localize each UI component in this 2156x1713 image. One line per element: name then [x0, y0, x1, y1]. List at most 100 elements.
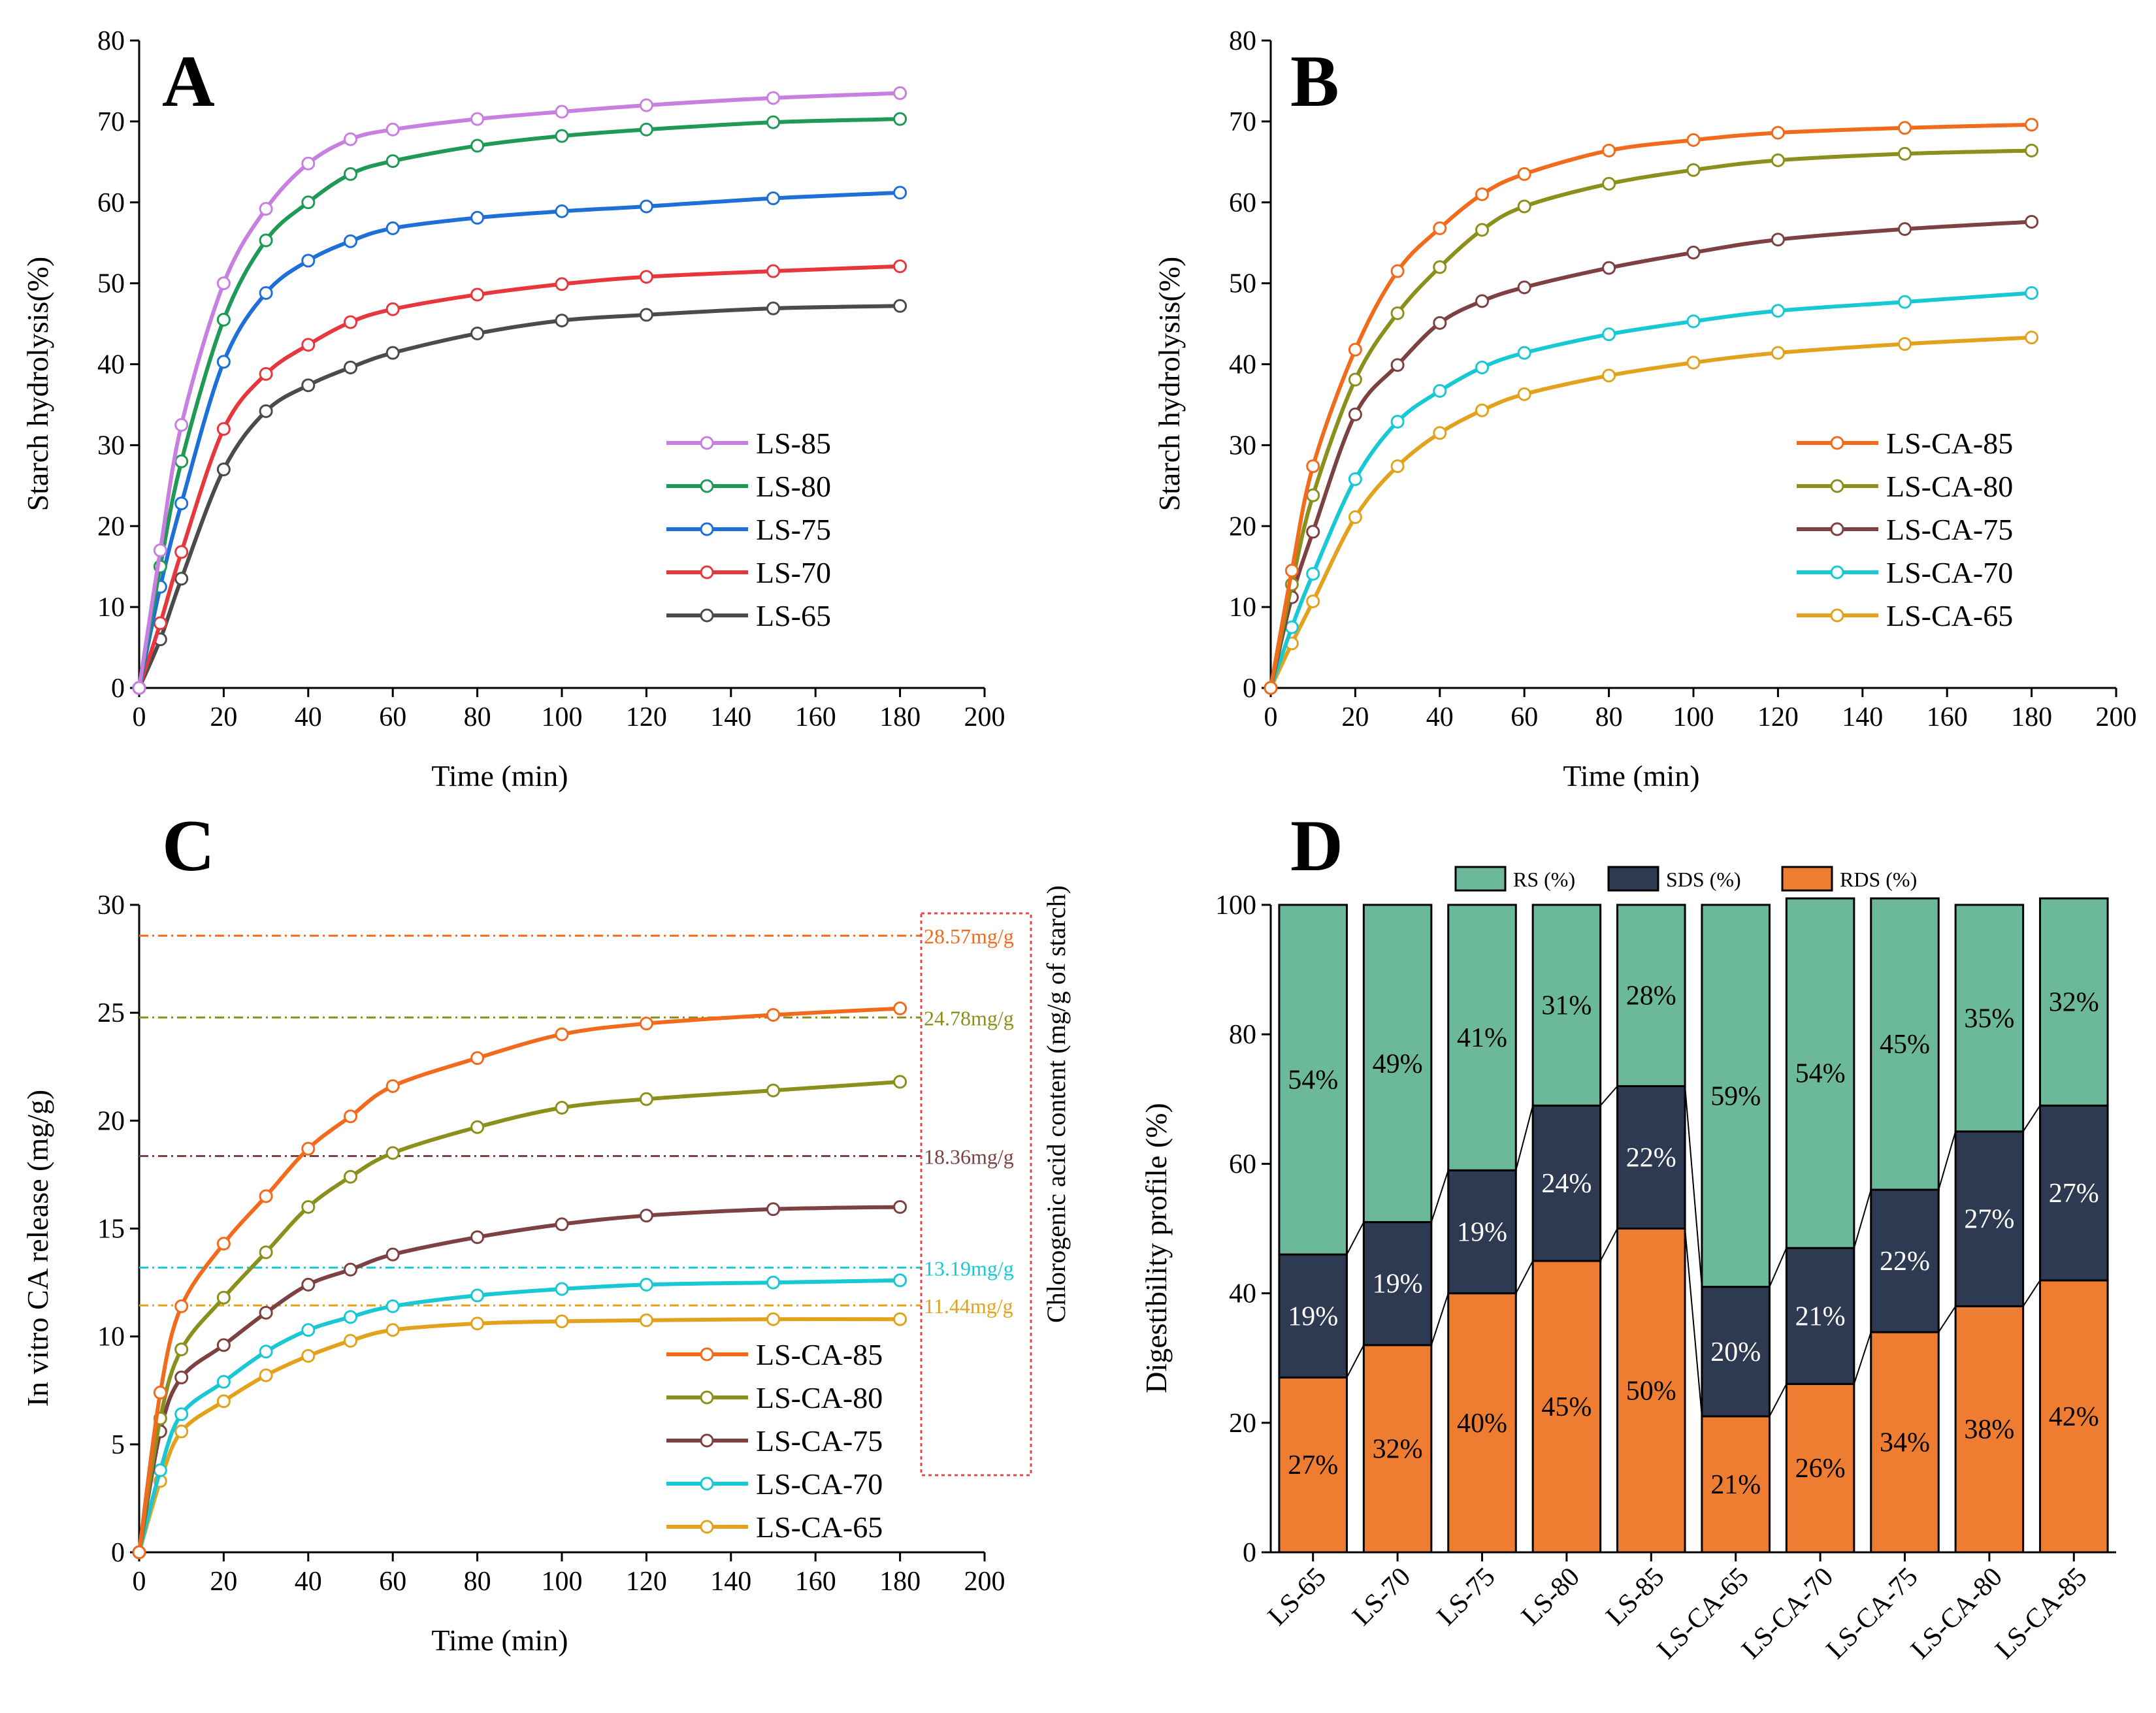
a-data-point — [259, 202, 273, 216]
c-x-tick-label: 100 — [542, 1567, 583, 1597]
c-data-point — [259, 1245, 273, 1260]
d-bar-segment-rs — [1447, 904, 1517, 1171]
b-x-tick-label: 20 — [1341, 702, 1369, 732]
d-bar-segment-rs — [1278, 904, 1348, 1256]
b-legend-label: LS-CA-85 — [1886, 427, 2013, 460]
d-connector-line — [1515, 1260, 1534, 1294]
d-bar-segment-sds — [1954, 1130, 2025, 1307]
c-reference-box — [920, 912, 1032, 1476]
a-data-point — [385, 302, 400, 316]
b-legend-marker — [1830, 436, 1844, 450]
a-legend-label: LS-80 — [756, 470, 831, 503]
b-data-point — [2025, 214, 2039, 229]
d-bar-segment-sds — [1531, 1104, 1602, 1262]
b-data-point — [1433, 426, 1447, 440]
b-data-point — [1433, 260, 1447, 274]
d-connector-line — [1938, 1131, 1957, 1190]
b-data-point — [1475, 187, 1489, 201]
d-y-tick-label: 100 — [1215, 890, 1256, 921]
panel-d-stacked-bar-chart: 0 20 40 60 80 100 Digestibility profile (%) 27%… — [1139, 866, 2116, 1665]
a-x-tick-label: 200 — [964, 702, 1005, 732]
a-x-tick-label: 80 — [464, 702, 491, 732]
a-data-point — [153, 543, 167, 557]
a-data-point — [470, 139, 485, 153]
b-data-point — [1306, 594, 1320, 608]
b-data-point — [1517, 346, 1531, 360]
c-data-point — [639, 1313, 653, 1328]
c-data-point — [893, 1273, 907, 1288]
c-reference-label: 13.19mg/g — [924, 1256, 1014, 1280]
b-series-line-ls-ca-65 — [1269, 335, 2032, 689]
b-data-point — [1517, 387, 1531, 401]
c-y-tick-label: 30 — [97, 890, 125, 921]
d-bar-value-label: 21% — [1795, 1301, 1846, 1331]
a-data-point — [893, 112, 907, 126]
c-x-axis-label: Time (min) — [431, 1623, 568, 1657]
b-data-point — [1771, 346, 1785, 360]
b-data-point — [1686, 355, 1701, 370]
b-data-point — [1602, 261, 1616, 275]
c-data-point — [174, 1424, 189, 1439]
d-bar-value-label: 22% — [1880, 1247, 1930, 1277]
b-data-point — [1433, 221, 1447, 235]
c-data-point — [555, 1101, 569, 1115]
c-data-point — [385, 1146, 400, 1160]
a-y-tick-label: 40 — [97, 350, 125, 380]
b-legend-label: LS-CA-70 — [1886, 556, 2013, 589]
a-data-point — [893, 86, 907, 101]
b-data-point — [1686, 246, 1701, 260]
d-connector-line — [1938, 1305, 1956, 1333]
d-connector-line — [1430, 1169, 1449, 1222]
c-reference-label: 24.78mg/g — [924, 1006, 1014, 1030]
b-data-point — [1348, 510, 1362, 525]
a-y-tick-label: 50 — [97, 269, 125, 299]
c-data-point — [470, 1316, 485, 1331]
b-x-tick-label: 40 — [1426, 702, 1454, 732]
b-data-point — [1602, 143, 1616, 157]
a-legend-marker — [700, 522, 714, 536]
c-y-axis-label: In vitro CA release (mg/g) — [21, 1090, 54, 1407]
b-data-point — [2025, 331, 2039, 345]
a-legend-marker — [700, 479, 714, 493]
d-bar-segment-sds — [1362, 1221, 1433, 1346]
b-data-point — [2025, 143, 2039, 157]
b-data-point — [1475, 294, 1489, 308]
c-right-axis-label: Chlorogenic acid content (mg/g of starch… — [1041, 885, 1071, 1323]
c-data-point — [344, 1333, 357, 1348]
b-data-point — [1771, 304, 1785, 318]
b-legend-marker — [1830, 608, 1844, 623]
c-data-point — [216, 1338, 231, 1352]
b-data-point — [1348, 342, 1362, 357]
b-x-tick-label: 180 — [2011, 702, 2052, 732]
a-legend-marker — [700, 608, 714, 623]
c-data-point — [301, 1277, 316, 1292]
b-data-point — [1306, 459, 1320, 474]
c-data-point — [344, 1262, 357, 1277]
d-bar-value-label: 45% — [1880, 1030, 1930, 1060]
c-data-point — [893, 1075, 907, 1089]
a-x-tick-label: 180 — [879, 702, 921, 732]
d-bar-value-label: 59% — [1710, 1081, 1761, 1111]
c-x-tick-label: 60 — [379, 1567, 406, 1597]
d-legend-swatch — [1781, 866, 1833, 892]
a-data-point — [344, 360, 357, 374]
b-x-tick-label: 140 — [1842, 702, 1883, 732]
d-bar-value-label: 54% — [1288, 1066, 1338, 1096]
c-data-point — [174, 1407, 189, 1422]
d-connector-line — [1853, 1189, 1872, 1248]
b-data-point — [1602, 176, 1616, 191]
a-data-point — [301, 338, 316, 352]
panel-a-letter: A — [162, 41, 215, 122]
b-y-tick-label: 40 — [1229, 350, 1256, 380]
c-series-line-ls-ca-80 — [137, 1079, 900, 1553]
b-legend-marker — [1830, 522, 1844, 536]
b-legend-label: LS-CA-65 — [1886, 599, 2013, 632]
b-data-point — [1898, 295, 1912, 309]
c-data-point — [639, 1277, 653, 1292]
a-data-point — [174, 497, 189, 511]
d-connector-line — [1684, 1086, 1703, 1287]
b-data-point — [1898, 337, 1912, 351]
c-data-point — [639, 1209, 653, 1223]
c-data-point — [555, 1217, 569, 1232]
